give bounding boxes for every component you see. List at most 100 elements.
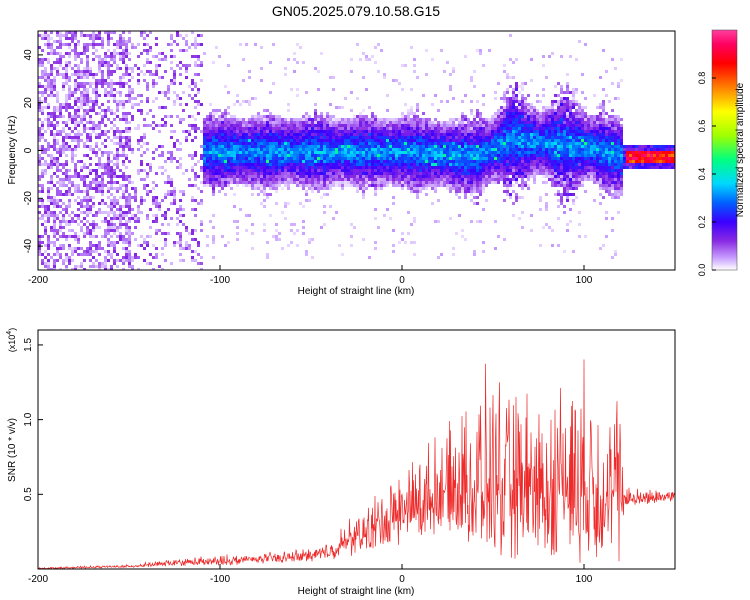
spectrogram-cell <box>77 82 80 85</box>
spectrogram-cell <box>38 235 41 238</box>
spectrogram-cell <box>407 148 410 151</box>
spectrogram-cell <box>185 244 188 247</box>
spectrogram-cell <box>239 124 242 127</box>
spectrogram-cell <box>512 112 515 115</box>
spectrogram-cell <box>470 121 473 124</box>
spectrogram-cell <box>44 70 47 73</box>
spectrogram-cell <box>98 61 101 64</box>
spectrogram-cell <box>158 130 161 133</box>
spectrogram-cell <box>434 118 437 121</box>
spectrogram-cell <box>530 109 533 112</box>
spectrogram-cell <box>41 235 44 238</box>
spectrogram-cell <box>377 145 380 148</box>
spectrogram-cell <box>296 169 299 172</box>
spectrogram-cell <box>401 148 404 151</box>
spectrogram-cell <box>485 184 488 187</box>
spectrogram-cell <box>116 175 119 178</box>
spectrogram-cell <box>215 109 218 112</box>
spectrogram-cell <box>95 82 98 85</box>
spectrogram-cell <box>296 157 299 160</box>
spectrogram-cell <box>344 142 347 145</box>
spectrogram-cell <box>362 142 365 145</box>
spectrogram-cell <box>281 178 284 181</box>
spectrogram-cell <box>461 145 464 148</box>
spectrogram-cell <box>38 145 41 148</box>
spectrogram-cell <box>392 196 395 199</box>
spectrogram-cell <box>530 169 533 172</box>
spectrogram-cell <box>185 70 188 73</box>
spectrogram-cell <box>497 139 500 142</box>
spectrogram-cell <box>209 112 212 115</box>
spectrogram-cell <box>248 166 251 169</box>
spectrogram-cell <box>437 142 440 145</box>
spectrogram-cell <box>368 148 371 151</box>
spectrogram-cell <box>41 169 44 172</box>
spectrogram-cell <box>119 175 122 178</box>
spectrogram-cell <box>320 187 323 190</box>
spectrogram-cell <box>443 148 446 151</box>
spectrogram-cell <box>365 175 368 178</box>
spectrogram-cell <box>164 181 167 184</box>
spectrogram-cell <box>302 154 305 157</box>
spectrogram-cell <box>488 157 491 160</box>
spectrogram-cell <box>374 181 377 184</box>
spectrogram-cell <box>350 157 353 160</box>
spectrogram-cell <box>131 88 134 91</box>
spectrogram-cell <box>221 133 224 136</box>
spectrogram-cell <box>107 220 110 223</box>
spectrogram-cell <box>236 127 239 130</box>
spectrogram-cell <box>461 151 464 154</box>
spectrogram-cell <box>509 124 512 127</box>
spectrogram-cell <box>110 184 113 187</box>
spectrogram-cell <box>365 127 368 130</box>
spectrogram-cell <box>401 169 404 172</box>
spectrogram-cell <box>203 124 206 127</box>
spectrogram-cell <box>95 247 98 250</box>
spectrogram-cell <box>506 184 509 187</box>
spectrogram-cell <box>152 202 155 205</box>
spectrogram-cell <box>122 268 125 270</box>
spectrogram-cell <box>62 178 65 181</box>
spectrogram-cell <box>134 97 137 100</box>
spectrogram-cell <box>437 172 440 175</box>
spectrogram-cell <box>392 244 395 247</box>
spectrogram-cell <box>227 160 230 163</box>
spectrogram-cell <box>248 163 251 166</box>
spectrogram-cell <box>71 73 74 76</box>
spectrogram-cell <box>515 145 518 148</box>
spectrogram-cell <box>404 145 407 148</box>
spectrogram-cell <box>50 202 53 205</box>
spectrogram-cell <box>470 76 473 79</box>
spectrogram-cell <box>203 145 206 148</box>
spectrogram-cell <box>164 193 167 196</box>
spectrogram-cell <box>209 175 212 178</box>
spectrogram-cell <box>86 34 89 37</box>
spectrogram-cell <box>380 127 383 130</box>
spectrogram-cell <box>326 142 329 145</box>
spectrogram-cell <box>170 136 173 139</box>
spectrogram-cell <box>389 118 392 121</box>
spectrogram-cell <box>275 163 278 166</box>
spectrogram-cell <box>110 139 113 142</box>
spectrogram-cell <box>140 163 143 166</box>
spectrogram-cell <box>530 172 533 175</box>
spectrogram-cell <box>413 160 416 163</box>
spectrogram-cell <box>299 154 302 157</box>
spectrogram-cell <box>476 112 479 115</box>
spectrogram-cell <box>122 37 125 40</box>
spectrogram-cell <box>530 79 533 82</box>
spectrogram-cell <box>362 133 365 136</box>
spectrogram-cell <box>413 133 416 136</box>
spectrogram-cell <box>428 124 431 127</box>
spectrogram-cell <box>311 127 314 130</box>
spectrogram-cell <box>407 181 410 184</box>
spectrogram-cell <box>533 127 536 130</box>
spectrogram-cell <box>107 169 110 172</box>
spectrogram-cell <box>515 151 518 154</box>
spectrogram-cell <box>449 136 452 139</box>
spectrogram-cell <box>116 157 119 160</box>
spectrogram-cell <box>494 130 497 133</box>
spectrogram-cell <box>482 208 485 211</box>
spectrogram-cell <box>368 151 371 154</box>
spectrogram-cell <box>332 88 335 91</box>
